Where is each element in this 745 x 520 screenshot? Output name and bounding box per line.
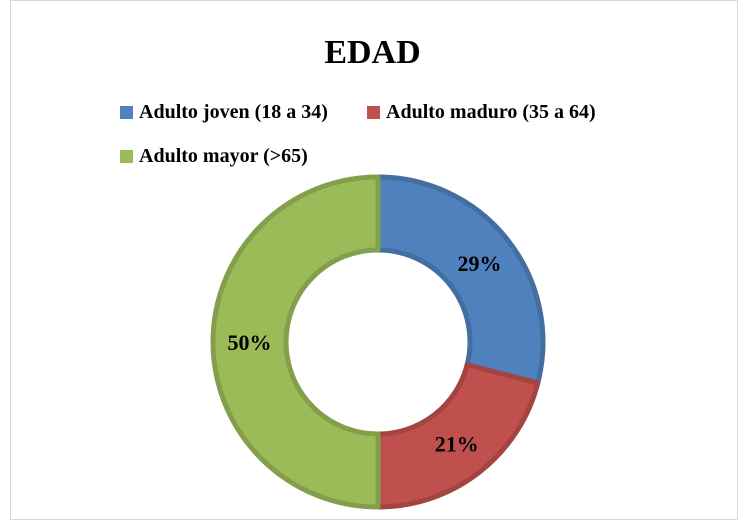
donut-slice-adulto-joven [378, 177, 543, 383]
data-label-adulto-maduro: 21% [435, 432, 479, 457]
data-label-adulto-mayor: 50% [228, 330, 272, 355]
data-label-adulto-joven: 29% [458, 251, 502, 276]
